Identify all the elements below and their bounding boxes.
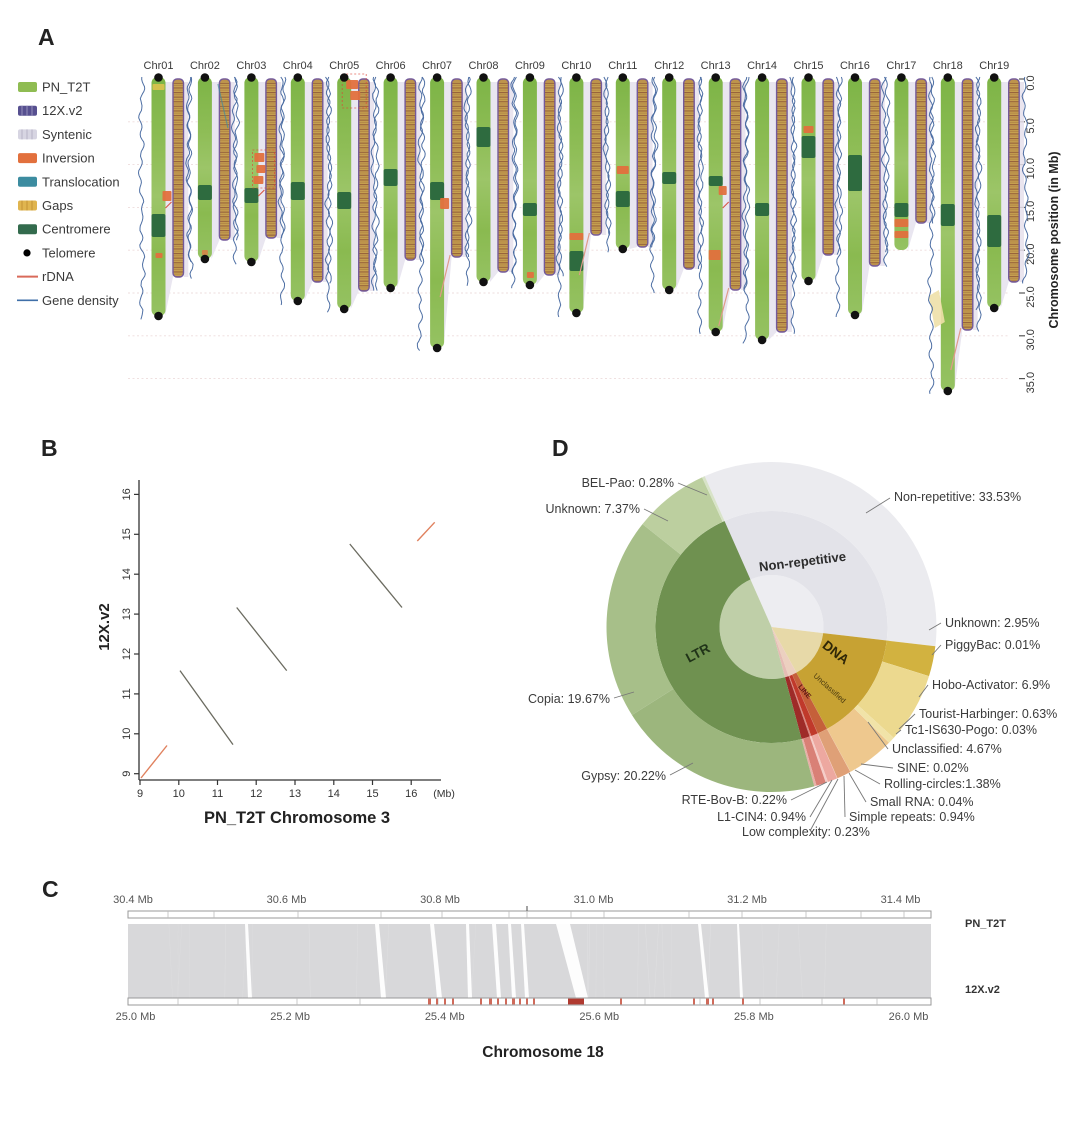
- svg-text:RTE-Bov-B: 0.22%: RTE-Bov-B: 0.22%: [682, 793, 787, 807]
- svg-text:25.4 Mb: 25.4 Mb: [425, 1011, 465, 1023]
- svg-text:Chr08: Chr08: [469, 60, 499, 72]
- svg-text:10: 10: [173, 788, 185, 800]
- svg-text:16: 16: [405, 788, 417, 800]
- svg-text:20.0: 20.0: [1025, 243, 1037, 264]
- svg-text:15: 15: [121, 528, 133, 540]
- svg-text:9: 9: [121, 771, 133, 777]
- svg-text:Unclassified: 4.67%: Unclassified: 4.67%: [892, 742, 1002, 756]
- svg-text:Chr01: Chr01: [144, 60, 174, 72]
- svg-text:Chr10: Chr10: [561, 60, 591, 72]
- svg-text:Hobo-Activator: 6.9%: Hobo-Activator: 6.9%: [932, 678, 1050, 692]
- svg-text:PN_T2T Chromosome 3: PN_T2T Chromosome 3: [204, 809, 390, 827]
- svg-text:12: 12: [121, 648, 133, 660]
- svg-text:25.2 Mb: 25.2 Mb: [270, 1011, 310, 1023]
- svg-text:31.0 Mb: 31.0 Mb: [574, 894, 614, 906]
- svg-text:Chr14: Chr14: [747, 60, 777, 72]
- svg-text:Rolling-circles:1.38%: Rolling-circles:1.38%: [884, 777, 1001, 791]
- svg-text:10.0: 10.0: [1025, 158, 1037, 179]
- svg-text:30.4 Mb: 30.4 Mb: [113, 894, 153, 906]
- svg-text:12X.v2: 12X.v2: [965, 984, 1000, 996]
- svg-text:rDNA: rDNA: [42, 269, 74, 284]
- svg-text:13: 13: [121, 608, 133, 620]
- svg-text:SINE: 0.02%: SINE: 0.02%: [897, 761, 969, 775]
- svg-text:11: 11: [212, 788, 223, 800]
- svg-text:Chr03: Chr03: [236, 60, 266, 72]
- svg-text:Chr11: Chr11: [608, 60, 637, 72]
- svg-text:15: 15: [366, 788, 378, 800]
- svg-text:25.8 Mb: 25.8 Mb: [734, 1011, 774, 1023]
- svg-text:B: B: [41, 435, 58, 461]
- svg-text:Chr04: Chr04: [283, 60, 313, 72]
- svg-text:Chr07: Chr07: [422, 60, 452, 72]
- svg-text:31.2 Mb: 31.2 Mb: [727, 894, 767, 906]
- svg-text:25.6 Mb: 25.6 Mb: [579, 1011, 619, 1023]
- svg-text:Telomere: Telomere: [42, 245, 95, 260]
- svg-text:Chr18: Chr18: [933, 60, 963, 72]
- svg-text:BEL-Pao: 0.28%: BEL-Pao: 0.28%: [582, 476, 674, 490]
- svg-text:0.0: 0.0: [1025, 75, 1037, 90]
- svg-text:Unknown: 2.95%: Unknown: 2.95%: [945, 616, 1040, 630]
- svg-text:A: A: [38, 24, 55, 50]
- svg-text:Inversion: Inversion: [42, 151, 95, 166]
- svg-text:Simple repeats: 0.94%: Simple repeats: 0.94%: [849, 810, 975, 824]
- svg-text:PiggyBac: 0.01%: PiggyBac: 0.01%: [945, 638, 1040, 652]
- svg-text:11: 11: [121, 688, 133, 699]
- svg-text:Tc1-IS630-Pogo: 0.03%: Tc1-IS630-Pogo: 0.03%: [905, 723, 1037, 737]
- svg-text:Chr05: Chr05: [329, 60, 359, 72]
- svg-text:Copia: 19.67%: Copia: 19.67%: [528, 692, 610, 706]
- svg-text:Chr09: Chr09: [515, 60, 545, 72]
- svg-text:25.0: 25.0: [1025, 286, 1037, 307]
- svg-text:31.4 Mb: 31.4 Mb: [881, 894, 921, 906]
- svg-text:Chr15: Chr15: [794, 60, 824, 72]
- svg-text:C: C: [42, 876, 59, 902]
- svg-text:25.0 Mb: 25.0 Mb: [116, 1011, 156, 1023]
- svg-text:Chr19: Chr19: [979, 60, 1009, 72]
- svg-text:13: 13: [289, 788, 301, 800]
- svg-text:Small RNA: 0.04%: Small RNA: 0.04%: [870, 795, 974, 809]
- svg-text:Low complexity: 0.23%: Low complexity: 0.23%: [742, 825, 870, 839]
- svg-text:30.8 Mb: 30.8 Mb: [420, 894, 460, 906]
- svg-text:L1-CIN4: 0.94%: L1-CIN4: 0.94%: [717, 810, 806, 824]
- svg-text:Chr13: Chr13: [701, 60, 731, 72]
- svg-text:Chromosome position (in Mb): Chromosome position (in Mb): [1047, 151, 1061, 328]
- svg-text:30.0: 30.0: [1025, 329, 1037, 350]
- svg-text:16: 16: [121, 488, 133, 500]
- svg-text:Chr06: Chr06: [376, 60, 406, 72]
- svg-text:Gaps: Gaps: [42, 198, 74, 213]
- svg-text:Translocation: Translocation: [42, 174, 120, 189]
- svg-text:Non-repetitive: 33.53%: Non-repetitive: 33.53%: [894, 490, 1021, 504]
- svg-text:PN_T2T: PN_T2T: [965, 918, 1006, 930]
- svg-text:Chr02: Chr02: [190, 60, 220, 72]
- svg-text:12X.v2: 12X.v2: [96, 603, 113, 651]
- svg-text:12X.v2: 12X.v2: [42, 103, 82, 118]
- svg-text:12: 12: [250, 788, 262, 800]
- svg-text:Chr17: Chr17: [886, 60, 916, 72]
- svg-text:Chr16: Chr16: [840, 60, 870, 72]
- svg-text:Gypsy: 20.22%: Gypsy: 20.22%: [581, 769, 666, 783]
- svg-text:Unknown: 7.37%: Unknown: 7.37%: [545, 502, 640, 516]
- svg-text:Chromosome 18: Chromosome 18: [482, 1044, 604, 1061]
- svg-text:14: 14: [121, 568, 133, 580]
- svg-text:D: D: [552, 435, 569, 461]
- svg-text:PN_T2T: PN_T2T: [42, 80, 90, 95]
- svg-text:9: 9: [137, 788, 143, 800]
- svg-text:14: 14: [328, 788, 340, 800]
- svg-text:Centromere: Centromere: [42, 222, 111, 237]
- svg-text:Tourist-Harbinger: 0.63%: Tourist-Harbinger: 0.63%: [919, 707, 1057, 721]
- svg-text:Gene density: Gene density: [42, 293, 119, 308]
- svg-text:(Mb): (Mb): [433, 788, 455, 800]
- svg-text:26.0 Mb: 26.0 Mb: [889, 1011, 929, 1023]
- svg-text:Syntenic: Syntenic: [42, 127, 92, 142]
- svg-text:Chr12: Chr12: [654, 60, 684, 72]
- svg-text:30.6 Mb: 30.6 Mb: [267, 894, 307, 906]
- svg-text:35.0: 35.0: [1025, 372, 1037, 393]
- svg-text:10: 10: [121, 728, 133, 740]
